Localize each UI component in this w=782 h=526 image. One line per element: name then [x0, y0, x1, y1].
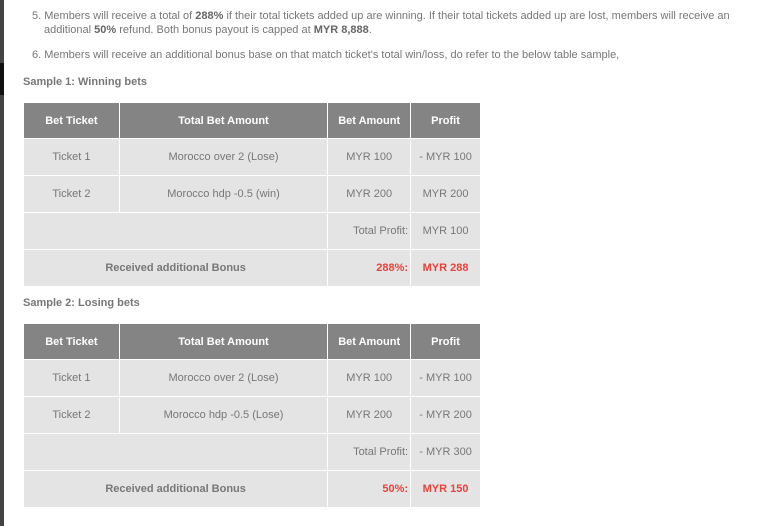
sample-2-title: Sample 2: Losing bets: [23, 297, 140, 309]
cell-amount: MYR 100: [327, 138, 412, 176]
table-row: Ticket 2 Morocco hdp -0.5 (win) MYR 200 …: [23, 175, 481, 213]
bonus-value: MYR 150: [410, 470, 481, 508]
empty-cell: [22, 212, 329, 250]
bonus-row: Received additional Bonus 288%: MYR 288: [22, 249, 481, 287]
bonus-row: Received additional Bonus 50%: MYR 150: [22, 470, 481, 508]
empty-cell: [22, 433, 329, 471]
cell-profit: - MYR 100: [410, 359, 481, 397]
sample-1-title: Sample 1: Winning bets: [23, 76, 147, 88]
cell-bet: Morocco over 2 (Lose): [118, 359, 329, 397]
bonus-value: MYR 288: [410, 249, 481, 287]
total-profit-label: Total Profit:: [327, 212, 412, 250]
cell-bet: Morocco over 2 (Lose): [118, 138, 329, 176]
rule-5: 5. Members will receive a total of 288% …: [32, 10, 730, 36]
bonus-label: Received additional Bonus: [22, 249, 329, 287]
cell-ticket: Ticket 2: [23, 175, 120, 213]
total-row: Total Profit: MYR 100: [22, 212, 481, 250]
total-profit-value: - MYR 300: [410, 433, 481, 471]
cell-bet: Morocco hdp -0.5 (win): [118, 175, 329, 213]
cell-profit: - MYR 100: [410, 138, 481, 176]
cell-profit: - MYR 200: [410, 396, 481, 434]
cell-amount: MYR 200: [327, 175, 412, 213]
total-row: Total Profit: - MYR 300: [22, 433, 481, 471]
header-total-bet-amount: Total Bet Amount: [118, 323, 329, 360]
table-header-row: Bet Ticket Total Bet Amount Bet Amount P…: [23, 102, 481, 139]
header-profit: Profit: [410, 102, 481, 139]
header-profit: Profit: [410, 323, 481, 360]
header-bet-ticket: Bet Ticket: [23, 323, 120, 360]
cell-bet: Morocco hdp -0.5 (Lose): [118, 396, 329, 434]
left-edge-bar: [0, 0, 4, 526]
cell-amount: MYR 200: [327, 396, 412, 434]
table-row: Ticket 1 Morocco over 2 (Lose) MYR 100 -…: [23, 359, 481, 397]
header-bet-ticket: Bet Ticket: [23, 102, 120, 139]
table-row: Ticket 1 Morocco over 2 (Lose) MYR 100 -…: [23, 138, 481, 176]
rule-6: 6. Members will receive an additional bo…: [32, 49, 620, 61]
table-header-row: Bet Ticket Total Bet Amount Bet Amount P…: [23, 323, 481, 360]
table-row: Ticket 2 Morocco hdp -0.5 (Lose) MYR 200…: [23, 396, 481, 434]
bonus-percent: 288%:: [327, 249, 412, 287]
sample-2-table: Bet Ticket Total Bet Amount Bet Amount P…: [22, 323, 481, 508]
header-bet-amount: Bet Amount: [327, 323, 412, 360]
cell-ticket: Ticket 1: [23, 138, 120, 176]
cell-ticket: Ticket 1: [23, 359, 120, 397]
bonus-percent: 50%:: [327, 470, 412, 508]
sample-1-table: Bet Ticket Total Bet Amount Bet Amount P…: [22, 102, 481, 287]
total-profit-label: Total Profit:: [327, 433, 412, 471]
header-bet-amount: Bet Amount: [327, 102, 412, 139]
total-profit-value: MYR 100: [410, 212, 481, 250]
cell-profit: MYR 200: [410, 175, 481, 213]
cell-amount: MYR 100: [327, 359, 412, 397]
cell-ticket: Ticket 2: [23, 396, 120, 434]
header-total-bet-amount: Total Bet Amount: [118, 102, 329, 139]
left-edge-marker: [0, 63, 4, 95]
bonus-label: Received additional Bonus: [22, 470, 329, 508]
